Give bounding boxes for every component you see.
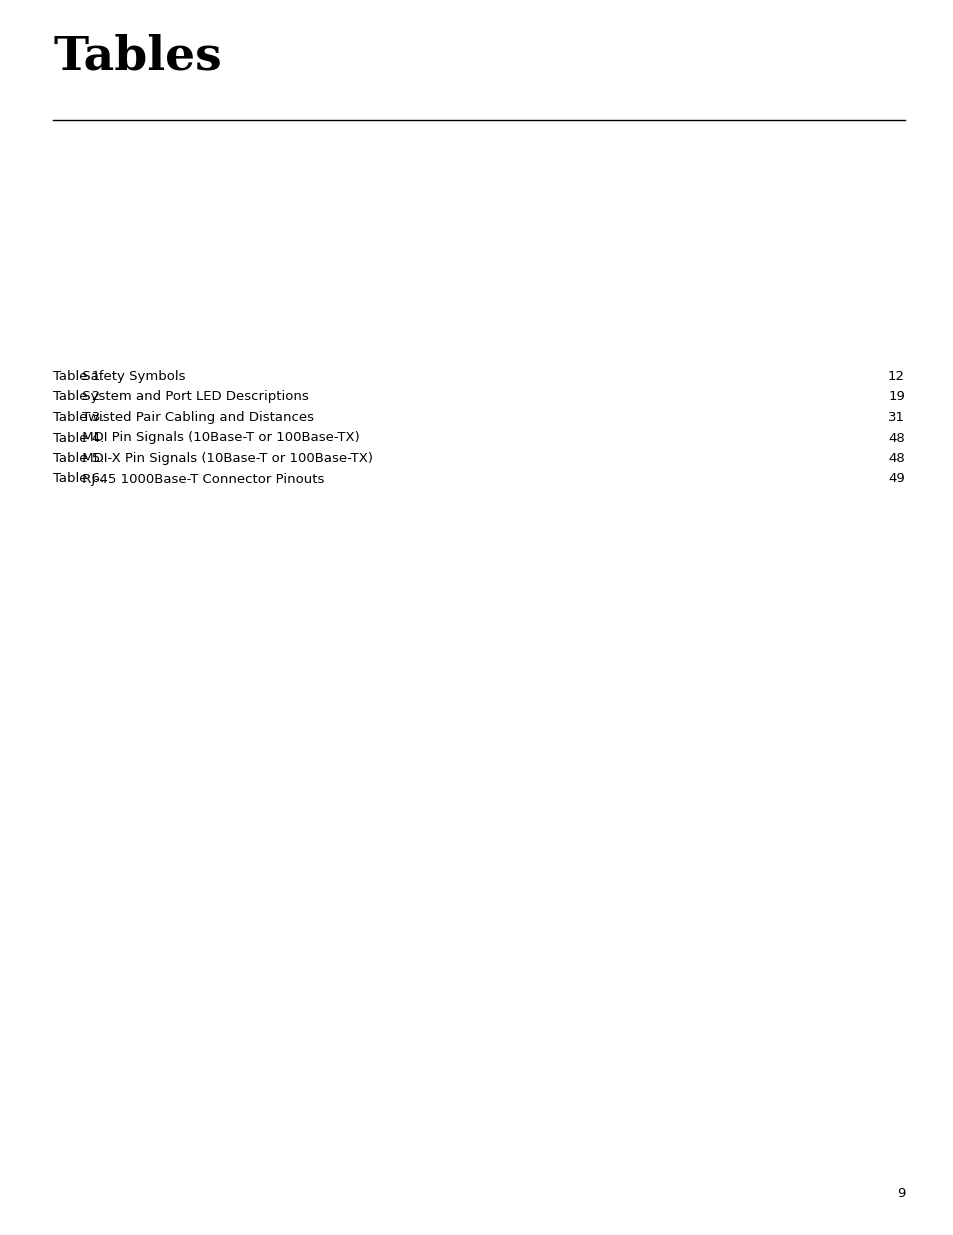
Text: Tables: Tables <box>53 35 221 80</box>
Text: Table 2.: Table 2. <box>53 390 104 404</box>
Text: Table 6.: Table 6. <box>53 473 104 485</box>
Text: 48: 48 <box>887 452 904 466</box>
Text: 19: 19 <box>887 390 904 404</box>
Text: 31: 31 <box>887 411 904 424</box>
Text: Table 5.: Table 5. <box>53 452 104 466</box>
Text: 12: 12 <box>887 370 904 383</box>
Text: RJ-45 1000Base-T Connector Pinouts: RJ-45 1000Base-T Connector Pinouts <box>78 473 324 485</box>
Text: 48: 48 <box>887 431 904 445</box>
Text: Table 1.: Table 1. <box>53 370 104 383</box>
Text: 9: 9 <box>896 1187 904 1200</box>
Text: Twisted Pair Cabling and Distances: Twisted Pair Cabling and Distances <box>78 411 314 424</box>
Text: MDI Pin Signals (10Base-T or 100Base-TX): MDI Pin Signals (10Base-T or 100Base-TX) <box>78 431 359 445</box>
Text: Safety Symbols: Safety Symbols <box>78 370 185 383</box>
Text: Table 3.: Table 3. <box>53 411 104 424</box>
Text: 49: 49 <box>887 473 904 485</box>
Text: MDI-X Pin Signals (10Base-T or 100Base-TX): MDI-X Pin Signals (10Base-T or 100Base-T… <box>78 452 373 466</box>
Text: System and Port LED Descriptions: System and Port LED Descriptions <box>78 390 309 404</box>
Text: Table 4.: Table 4. <box>53 431 104 445</box>
